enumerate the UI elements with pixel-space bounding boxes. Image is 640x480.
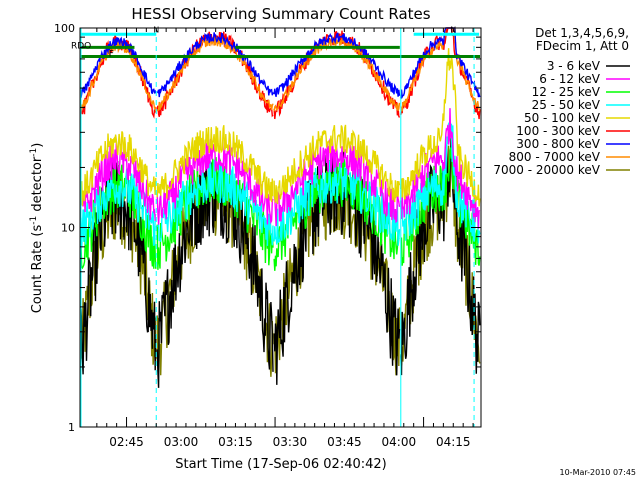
rdo-annotation: RDO (71, 41, 91, 51)
x-axis-label: Start Time (17-Sep-06 02:40:42) (175, 457, 386, 472)
legend-entry-label: 6 - 12 keV (539, 72, 601, 86)
x-tick-label: 03:45 (327, 435, 362, 449)
series-layer (80, 27, 481, 388)
series-50-100keV-line (80, 48, 481, 207)
x-tick-label: 02:45 (109, 435, 144, 449)
y-axis-label: Count Rate (s-1 detector-1) (29, 143, 45, 314)
y-tick-label: 100 (54, 22, 75, 35)
series-6-12keV-line (80, 108, 481, 229)
x-tick-label: 03:15 (218, 435, 253, 449)
legend-entry-label: 12 - 25 keV (532, 85, 601, 99)
legend-entry-label: 3 - 6 keV (547, 59, 601, 73)
y-axis: 1 10 100 (54, 22, 481, 434)
series-800-7000keV-line (80, 27, 481, 112)
x-tick-label: 04:00 (382, 435, 417, 449)
y-tick-label: 10 (61, 222, 75, 235)
legend-entry-label: 800 - 7000 keV (509, 150, 601, 164)
footer-timestamp: 10-Mar-2010 07:45 (560, 468, 637, 477)
x-axis: 02:45 03:00 03:15 03:30 03:45 04:00 04:15 (96, 28, 474, 449)
legend-entry-label: 50 - 100 keV (524, 111, 601, 125)
flag-annotation: F (109, 49, 114, 59)
x-tick-label: 03:30 (273, 435, 308, 449)
legend-header: FDecim 1, Att 0 (536, 39, 629, 53)
y-tick-label: 1 (68, 421, 75, 434)
series-300-800keV-line (80, 27, 481, 100)
x-tick-label: 03:00 (164, 435, 199, 449)
legend-entry-label: 100 - 300 keV (516, 124, 600, 138)
legend-entry-label: 25 - 50 keV (532, 98, 601, 112)
legend: Det 1,3,4,5,6,9,FDecim 1, Att 0 3 - 6 keV… (493, 26, 630, 177)
x-tick-label: 04:15 (436, 435, 471, 449)
legend-header: Det 1,3,4,5,6,9, (535, 26, 629, 40)
series-3-6keV-line (80, 127, 481, 388)
chart-title: HESSI Observing Summary Count Rates (131, 5, 430, 23)
legend-entry-label: 7000 - 20000 keV (493, 163, 600, 177)
legend-entry-label: 300 - 800 keV (516, 137, 600, 151)
